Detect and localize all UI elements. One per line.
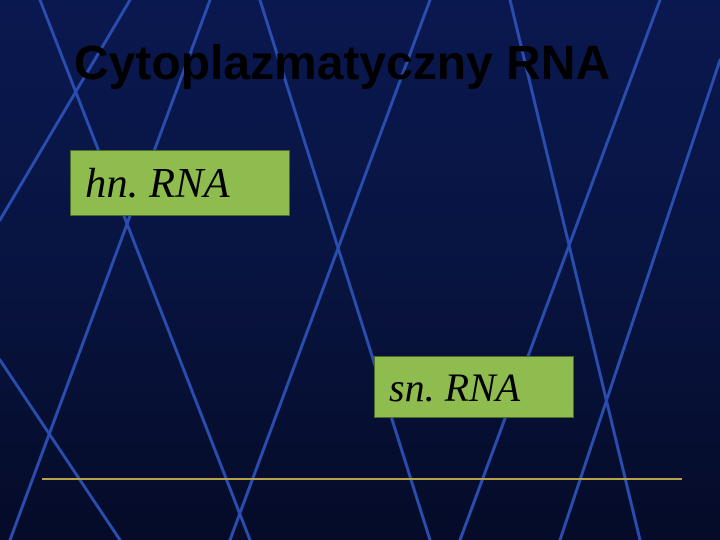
horizontal-rule <box>42 478 682 480</box>
box-sn-label: sn. RNA <box>389 364 520 411</box>
slide-title: Cytoplazmatyczny RNA <box>74 36 610 91</box>
box-hn-rna: hn. RNA <box>70 150 290 216</box>
box-hn-label: hn. RNA <box>85 159 230 208</box>
slide: Cytoplazmatyczny RNA hn. RNA sn. RNA <box>0 0 720 540</box>
box-sn-rna: sn. RNA <box>374 356 574 418</box>
